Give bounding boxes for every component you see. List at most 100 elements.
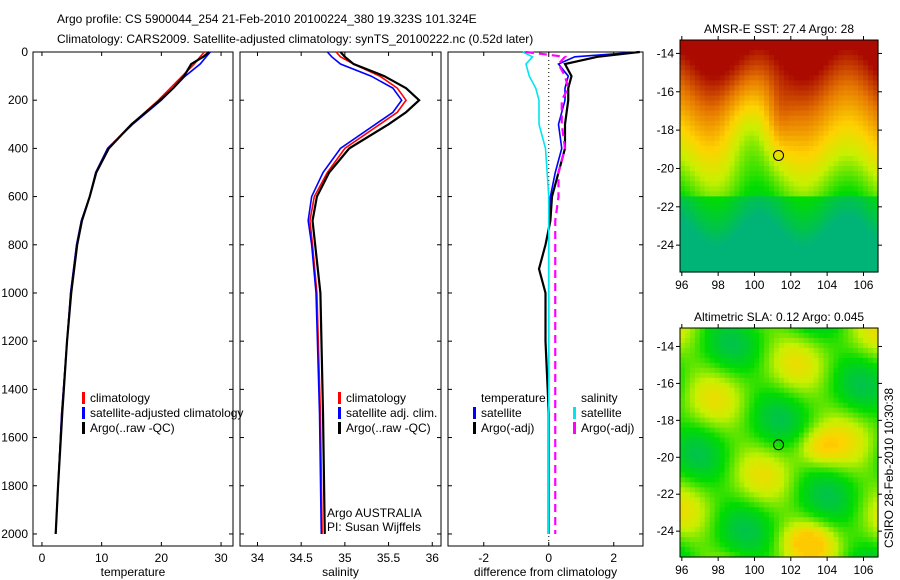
heatmap-cell xyxy=(813,246,820,253)
heatmap-cell xyxy=(798,472,805,478)
heatmap-cell xyxy=(709,191,716,197)
heatmap-cell xyxy=(828,256,835,263)
y-tick-label: -18 xyxy=(657,123,675,137)
heatmap-cell xyxy=(719,145,726,152)
heatmap-cell xyxy=(699,120,706,127)
heatmap-cell xyxy=(863,432,869,439)
heatmap-cell xyxy=(808,135,815,142)
heatmap-cell xyxy=(749,337,755,344)
heatmap-cell xyxy=(828,382,835,389)
heatmap-cell xyxy=(769,397,775,404)
heatmap-cell xyxy=(754,392,760,399)
heatmap-cell xyxy=(818,145,825,152)
heatmap-cell xyxy=(709,522,716,528)
heatmap-cell xyxy=(729,392,736,399)
heatmap-cell xyxy=(684,537,691,543)
heatmap-cell xyxy=(823,392,830,399)
heatmap-cell xyxy=(783,402,790,409)
heatmap-cell xyxy=(749,467,755,473)
heatmap-cell xyxy=(793,487,800,493)
heatmap-cell xyxy=(764,55,770,61)
heatmap-cell xyxy=(714,537,721,543)
heatmap-cell xyxy=(873,85,879,92)
heatmap-cell xyxy=(798,392,805,399)
heatmap-cell xyxy=(769,407,775,414)
heatmap-cell xyxy=(788,512,795,518)
heatmap-cell xyxy=(813,467,820,473)
heatmap-cell xyxy=(823,246,830,253)
heatmap-cell xyxy=(764,241,770,248)
heatmap-cell xyxy=(873,156,879,162)
heatmap-cell xyxy=(749,181,755,187)
heatmap-cell xyxy=(704,382,711,389)
heatmap-cell xyxy=(788,482,795,488)
heatmap-cell xyxy=(719,211,726,218)
heatmap-cell xyxy=(774,457,780,464)
heatmap-cell xyxy=(783,150,790,157)
heatmap-cell xyxy=(803,100,810,107)
heatmap-cell xyxy=(724,487,731,493)
heatmap-cell xyxy=(808,211,815,218)
heatmap-cell xyxy=(858,256,864,263)
heatmap-cell xyxy=(828,492,835,498)
heatmap-cell xyxy=(689,502,696,508)
heatmap-cell xyxy=(838,328,844,334)
heatmap-cell xyxy=(848,156,854,162)
heatmap-cell xyxy=(719,236,726,243)
heatmap-cell xyxy=(873,502,879,508)
heatmap-cell xyxy=(729,427,736,434)
heatmap-cell xyxy=(769,362,775,369)
heatmap-cell xyxy=(704,150,711,157)
heatmap-cell xyxy=(764,352,770,359)
heatmap-cell xyxy=(714,231,721,238)
heatmap-cell xyxy=(848,397,854,404)
heatmap-cell xyxy=(813,372,820,379)
heatmap-cell xyxy=(833,517,839,523)
heatmap-cell xyxy=(749,226,755,233)
heatmap-cell xyxy=(694,527,701,533)
heatmap-cell xyxy=(754,452,760,459)
heatmap-cell xyxy=(808,166,815,172)
heatmap-cell xyxy=(788,552,795,558)
heatmap-cell xyxy=(714,472,721,478)
heatmap-cell xyxy=(714,502,721,508)
heatmap-cell xyxy=(783,110,790,117)
heatmap-cell xyxy=(749,357,755,364)
heatmap-cell xyxy=(704,226,711,233)
heatmap-cell xyxy=(759,547,765,553)
heatmap-cell xyxy=(803,367,810,374)
heatmap-cell xyxy=(783,211,790,218)
heatmap-cell xyxy=(714,412,721,419)
heatmap-cell xyxy=(744,231,750,238)
heatmap-cell xyxy=(699,261,706,268)
heatmap-cell xyxy=(719,422,726,429)
heatmap-cell xyxy=(779,552,785,558)
sal-series-Argo xyxy=(311,51,421,534)
heatmap-cell xyxy=(868,447,874,454)
heatmap-cell xyxy=(699,328,706,334)
heatmap-cell xyxy=(803,357,810,364)
heatmap-cell xyxy=(808,120,815,127)
heatmap-cell xyxy=(863,221,869,228)
heatmap-cell xyxy=(684,328,691,334)
heatmap-cell xyxy=(779,367,785,374)
heatmap-cell xyxy=(843,402,849,409)
heatmap-cell xyxy=(828,130,835,137)
heatmap-cell xyxy=(719,266,726,273)
heatmap-cell xyxy=(764,502,770,508)
heatmap-cell xyxy=(719,437,726,444)
heatmap-cell xyxy=(719,216,726,223)
heatmap-cell xyxy=(714,467,721,473)
heatmap-cell xyxy=(863,522,869,528)
heatmap-cell xyxy=(769,537,775,543)
heatmap-cell xyxy=(813,45,820,51)
heatmap-cell xyxy=(774,226,780,233)
heatmap-cell xyxy=(798,462,805,468)
heatmap-cell xyxy=(709,417,716,424)
heatmap-cell xyxy=(714,60,721,66)
heatmap-cell xyxy=(788,55,795,61)
legend-swatch xyxy=(338,407,341,419)
heatmap-cell xyxy=(734,181,740,187)
heatmap-cell xyxy=(719,467,726,473)
heatmap-cell xyxy=(873,226,879,233)
